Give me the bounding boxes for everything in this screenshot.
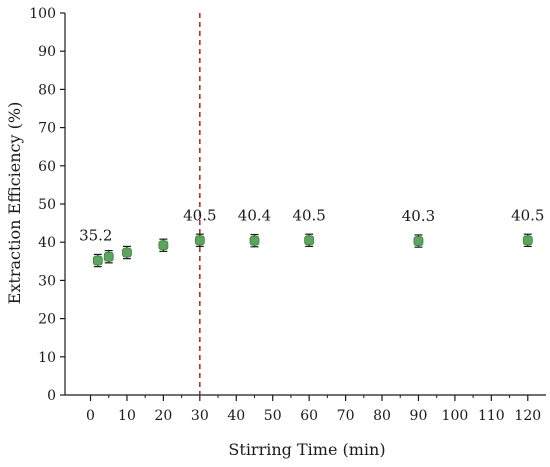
- y-tick-label: 20: [38, 312, 56, 328]
- x-tick-label: 10: [118, 408, 136, 424]
- x-tick-label: 70: [337, 408, 355, 424]
- y-tick-label: 50: [38, 197, 56, 213]
- x-axis-title: Stirring Time (min): [228, 440, 385, 459]
- data-point: [413, 236, 424, 246]
- data-point: [92, 255, 103, 266]
- data-point: [304, 235, 315, 246]
- data-point: [249, 235, 260, 246]
- x-tick-label: 30: [191, 408, 209, 424]
- data-labels: 35.2 40.5 40.4 40.5 40.3 40.5: [79, 206, 544, 244]
- data-label: 40.4: [238, 207, 271, 225]
- y-tick-label: 10: [38, 350, 56, 366]
- data-label: 40.5: [511, 206, 544, 224]
- x-tick-label: 20: [154, 408, 172, 424]
- y-axis-title: Extraction Efficiency (%): [5, 102, 24, 305]
- data-point: [158, 240, 169, 251]
- y-tick-label: 100: [29, 6, 56, 22]
- data-points: [92, 233, 533, 268]
- x-tick-label: 50: [264, 408, 282, 424]
- y-tick-label: 30: [38, 273, 56, 289]
- data-point: [194, 235, 205, 246]
- x-tick-label: 120: [514, 408, 541, 424]
- x-tick-label: 40: [227, 408, 245, 424]
- data-point: [522, 235, 533, 246]
- data-label: 35.2: [79, 227, 112, 245]
- data-label: 40.5: [183, 206, 216, 224]
- axes: 0 10 20 30 40 50 60 70 80 90 100 0 10 20 30 40 50 60 70 80 9…: [29, 6, 546, 424]
- x-tick-label: 100: [442, 408, 469, 424]
- data-point: [122, 247, 132, 258]
- x-tick-label: 80: [373, 408, 391, 424]
- y-tick-label: 90: [38, 44, 56, 60]
- data-label: 40.3: [402, 207, 435, 225]
- y-tick-label: 40: [38, 235, 56, 251]
- y-tick-label: 0: [47, 388, 56, 404]
- x-tick-label: 90: [410, 408, 428, 424]
- y-tick-label: 80: [38, 82, 56, 98]
- x-tick-label: 0: [86, 408, 95, 424]
- x-tick-label: 60: [300, 408, 318, 424]
- x-tick-label: 110: [478, 408, 505, 424]
- data-point: [103, 251, 114, 262]
- y-tick-label: 60: [38, 159, 56, 175]
- data-label: 40.5: [292, 206, 325, 224]
- y-tick-label: 70: [38, 121, 56, 137]
